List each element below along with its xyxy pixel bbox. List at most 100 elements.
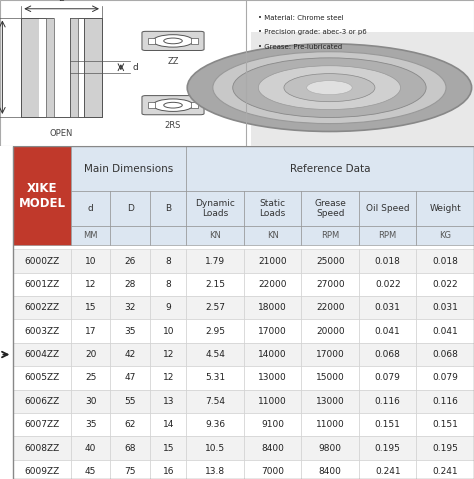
Bar [244, 460, 301, 479]
Bar [71, 296, 110, 319]
Text: • Material: Chrome steel: • Material: Chrome steel [258, 14, 344, 21]
Text: 6009ZZ: 6009ZZ [24, 467, 60, 476]
Text: 4.54: 4.54 [205, 350, 225, 359]
Bar [71, 436, 110, 460]
Text: 8400: 8400 [261, 444, 284, 453]
Text: 30: 30 [85, 397, 96, 406]
Text: 9800: 9800 [319, 444, 342, 453]
Text: 22000: 22000 [258, 280, 287, 289]
Text: 15: 15 [85, 303, 96, 312]
Bar [301, 191, 359, 226]
Bar [186, 250, 244, 273]
Bar [244, 436, 301, 460]
Bar [359, 366, 417, 389]
Text: 42: 42 [125, 350, 136, 359]
Bar [110, 273, 150, 296]
Bar [110, 226, 150, 245]
Text: B: B [59, 0, 64, 3]
Text: Grease
Speed: Grease Speed [314, 199, 346, 218]
Bar [71, 366, 110, 389]
Text: 0.022: 0.022 [375, 280, 401, 289]
Text: 2RS: 2RS [165, 121, 181, 130]
Text: Main Dimensions: Main Dimensions [84, 163, 173, 173]
Bar [150, 226, 186, 245]
Bar [244, 273, 301, 296]
Circle shape [307, 80, 352, 95]
Bar [150, 250, 186, 273]
Text: 6007ZZ: 6007ZZ [24, 420, 60, 429]
Text: 13000: 13000 [316, 397, 345, 406]
Bar [150, 319, 186, 343]
Bar [110, 191, 150, 226]
Text: 12: 12 [163, 350, 174, 359]
Text: d: d [132, 63, 138, 72]
Bar [71, 250, 110, 273]
Text: 32: 32 [125, 303, 136, 312]
Bar [150, 273, 186, 296]
Bar [13, 250, 71, 273]
Text: 55: 55 [125, 397, 136, 406]
Bar [13, 389, 71, 413]
Text: 22000: 22000 [316, 303, 345, 312]
Bar [417, 250, 474, 273]
Text: 7.54: 7.54 [205, 397, 225, 406]
Text: 13.8: 13.8 [205, 467, 225, 476]
Text: 10.5: 10.5 [205, 444, 225, 453]
Bar [301, 413, 359, 436]
Text: 12: 12 [85, 280, 96, 289]
Text: Dynamic
Loads: Dynamic Loads [195, 199, 235, 218]
Text: 9.36: 9.36 [205, 420, 225, 429]
Bar [110, 319, 150, 343]
Bar [54, 18, 70, 117]
Text: 14: 14 [163, 420, 174, 429]
Text: KG: KG [439, 231, 451, 240]
Bar [301, 273, 359, 296]
Bar [244, 191, 301, 226]
Bar [110, 296, 150, 319]
Text: 35: 35 [125, 327, 136, 336]
Text: 15: 15 [163, 444, 174, 453]
Text: 0.241: 0.241 [375, 467, 401, 476]
Bar [417, 296, 474, 319]
Bar [186, 273, 244, 296]
Bar [244, 389, 301, 413]
Text: 20: 20 [85, 350, 96, 359]
Text: KN: KN [267, 231, 279, 240]
Bar [301, 226, 359, 245]
Bar [13, 319, 71, 343]
Text: 6006ZZ: 6006ZZ [24, 397, 60, 406]
Bar [110, 250, 150, 273]
Text: 0.079: 0.079 [375, 374, 401, 382]
Bar [150, 366, 186, 389]
Bar [417, 413, 474, 436]
Bar [186, 343, 244, 366]
Text: 2.15: 2.15 [205, 280, 225, 289]
Text: 13000: 13000 [258, 374, 287, 382]
Bar [39, 18, 84, 117]
Text: 12: 12 [163, 374, 174, 382]
Text: 0.068: 0.068 [432, 350, 458, 359]
Circle shape [153, 99, 193, 112]
Bar [244, 226, 301, 245]
Bar [186, 191, 244, 226]
Circle shape [153, 34, 193, 47]
Text: 2.95: 2.95 [205, 327, 225, 336]
Text: Reference Data: Reference Data [290, 163, 371, 173]
Text: d: d [88, 204, 93, 213]
Bar [191, 102, 198, 108]
Bar [13, 366, 71, 389]
Circle shape [164, 38, 182, 44]
Bar [417, 460, 474, 479]
Text: RPM: RPM [379, 231, 397, 240]
Bar [417, 191, 474, 226]
Text: 47: 47 [125, 374, 136, 382]
Text: 2.57: 2.57 [205, 303, 225, 312]
Bar [71, 226, 110, 245]
Bar [71, 191, 110, 226]
Bar [359, 436, 417, 460]
Bar [110, 436, 150, 460]
Text: 62: 62 [125, 420, 136, 429]
Bar [244, 413, 301, 436]
Bar [13, 273, 71, 296]
Bar [186, 226, 244, 245]
